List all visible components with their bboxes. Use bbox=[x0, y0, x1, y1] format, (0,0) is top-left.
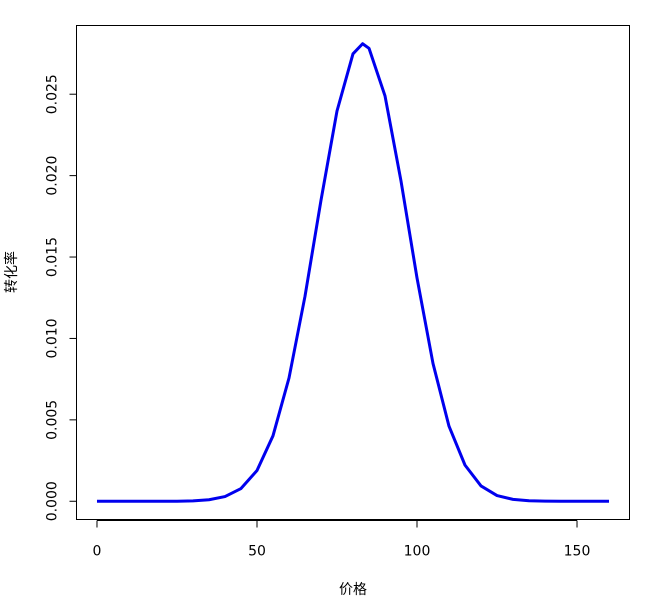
x-tick-label: 100 bbox=[404, 544, 431, 560]
y-axis-label: 转化率 bbox=[3, 251, 20, 293]
y-tick-label: 0.020 bbox=[45, 156, 61, 196]
x-tick-label: 0 bbox=[93, 544, 102, 560]
y-tick-label: 0.015 bbox=[45, 237, 61, 277]
y-tick-label: 0.025 bbox=[45, 74, 61, 114]
x-tick-label: 50 bbox=[248, 544, 266, 560]
x-axis-label: 价格 bbox=[339, 582, 367, 598]
plot-box bbox=[76, 25, 630, 520]
line-series bbox=[96, 42, 610, 503]
x-tick-label: 150 bbox=[564, 544, 591, 560]
y-tick-label: 0.010 bbox=[45, 318, 61, 358]
y-tick-label: 0.000 bbox=[45, 481, 61, 521]
y-tick-label: 0.005 bbox=[45, 400, 61, 440]
